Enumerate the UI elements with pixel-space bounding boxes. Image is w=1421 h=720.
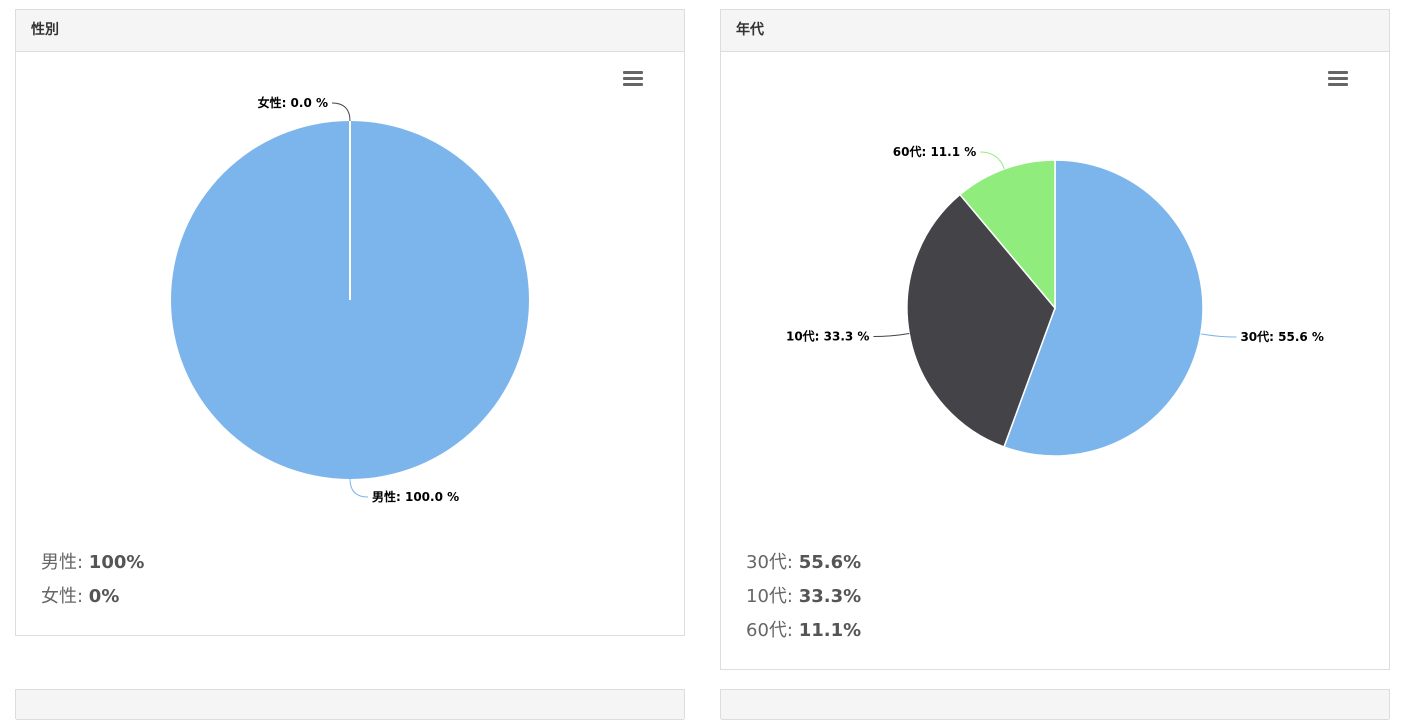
next-panel-right [720, 689, 1390, 720]
age-panel: 年代 30代: 55.6 % 10代: 33.3 % 60代: 11.1 % 30代… [720, 9, 1390, 670]
pie-slice-1-1[interactable] [906, 193, 1056, 448]
data-label: 10代: 33.3 % [786, 329, 870, 344]
stat-value: 11.1% [798, 620, 862, 641]
pie-slices [171, 121, 529, 479]
stat-value: 0% [88, 586, 120, 607]
stat-row-60s: 60代: 11.1% [746, 614, 861, 648]
data-label-connector [331, 102, 351, 122]
hamburger-menu-icon[interactable] [1328, 71, 1348, 86]
gender-stats: 男性: 100% 女性: 0% [41, 546, 144, 614]
stat-label: 男性: [41, 552, 89, 573]
pie-labels: 男性: 100.0 % 女性: 0.0 % [258, 95, 460, 504]
gender-panel: 性別 男性: 100.0 % 女性: 0.0 % 男性: 100% 女性: 0% [15, 9, 685, 636]
data-label-connector [873, 332, 910, 338]
data-label: 女性: 0.0 % [258, 95, 328, 110]
hamburger-menu-icon[interactable] [623, 71, 643, 86]
stat-value: 33.3% [798, 586, 862, 607]
age-pie-chart: 30代: 55.6 % 10代: 33.3 % 60代: 11.1 % [786, 71, 1348, 457]
data-label-connector [1200, 333, 1237, 338]
data-label-connector [980, 151, 1005, 170]
age-stats: 30代: 55.6% 10代: 33.3% 60代: 11.1% [746, 546, 861, 648]
age-panel-title: 年代 [721, 10, 1389, 52]
stat-label: 10代: [746, 586, 799, 607]
gender-pie-chart: 男性: 100.0 % 女性: 0.0 % [171, 71, 643, 504]
stat-row-10s: 10代: 33.3% [746, 580, 861, 614]
pie-slice-1-2[interactable] [958, 159, 1056, 311]
pie-slices [906, 159, 1204, 457]
stat-row-male: 男性: 100% [41, 546, 144, 580]
data-label: 30代: 55.6 % [1240, 329, 1324, 344]
stat-value: 100% [88, 552, 145, 573]
pie-slice-1-0[interactable] [1003, 159, 1204, 457]
stat-row-30s: 30代: 55.6% [746, 546, 861, 580]
stat-label: 60代: [746, 620, 799, 641]
stat-label: 30代: [746, 552, 799, 573]
stat-value: 55.6% [798, 552, 862, 573]
pie-labels: 30代: 55.6 % 10代: 33.3 % 60代: 11.1 % [786, 144, 1324, 344]
stat-row-female: 女性: 0% [41, 580, 144, 614]
stat-label: 女性: [41, 586, 89, 607]
data-label: 60代: 11.1 % [893, 144, 977, 159]
gender-panel-title: 性別 [16, 10, 684, 52]
data-label-connector [349, 478, 369, 498]
next-panel-left [15, 689, 685, 720]
data-label: 男性: 100.0 % [372, 489, 459, 504]
